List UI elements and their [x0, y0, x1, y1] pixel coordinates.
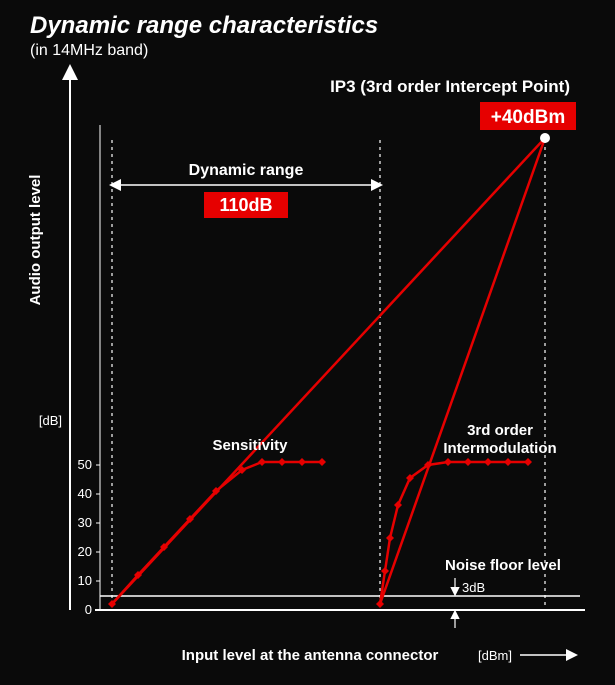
svg-text:Input level at the antenna con: Input level at the antenna connector — [182, 647, 439, 664]
svg-text:0: 0 — [85, 602, 92, 617]
svg-text:20: 20 — [78, 544, 92, 559]
svg-text:40: 40 — [78, 486, 92, 501]
svg-text:3dB: 3dB — [462, 580, 485, 595]
dynamic-range-chart: 0 10 20 30 40 50 [dB] Audio output level Dynamic… — [0, 0, 615, 685]
svg-text:3rd order: 3rd order — [467, 422, 533, 439]
svg-text:+40dBm: +40dBm — [491, 107, 565, 128]
svg-text:10: 10 — [78, 573, 92, 588]
svg-text:50: 50 — [78, 457, 92, 472]
svg-text:[dBm]: [dBm] — [478, 648, 512, 663]
svg-text:IP3 (3rd order Intercept Point: IP3 (3rd order Intercept Point) — [330, 77, 570, 96]
svg-text:110dB: 110dB — [219, 195, 272, 215]
svg-text:Intermodulation: Intermodulation — [443, 440, 556, 457]
svg-text:Audio output level: Audio output level — [27, 175, 44, 306]
svg-text:Dynamic range: Dynamic range — [189, 162, 304, 179]
svg-text:Noise floor level: Noise floor level — [445, 557, 561, 574]
svg-text:30: 30 — [78, 515, 92, 530]
svg-text:[dB]: [dB] — [39, 413, 62, 428]
svg-text:Sensitivity: Sensitivity — [212, 437, 288, 454]
